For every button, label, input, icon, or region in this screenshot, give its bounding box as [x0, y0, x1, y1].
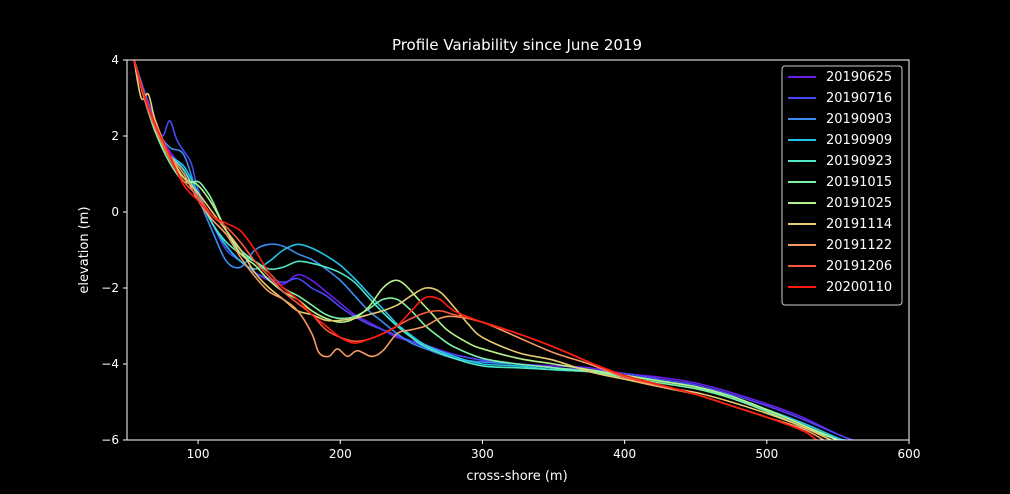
- x-tick-label: 100: [187, 447, 210, 461]
- y-axis-label: elevation (m): [77, 206, 92, 293]
- series-line-20191114: [133, 60, 832, 440]
- legend-label-20190909: 20190909: [826, 133, 892, 148]
- legend-label-20190625: 20190625: [826, 70, 892, 85]
- y-tick-label: −6: [101, 433, 119, 447]
- series-line-20200110: [133, 60, 818, 440]
- series-layer: [133, 60, 853, 440]
- y-tick-label: 0: [111, 205, 119, 219]
- x-tick-label: 400: [613, 447, 636, 461]
- series-line-20191015: [133, 60, 839, 440]
- y-axis-ticks: −6 −4 −2 0 2 4: [101, 53, 127, 447]
- y-tick-label: −4: [101, 357, 119, 371]
- y-tick-label: 4: [111, 53, 119, 67]
- legend-label-20191015: 20191015: [826, 175, 892, 190]
- chart-title: Profile Variability since June 2019: [392, 36, 642, 54]
- legend: 20190625 20190716 20190903 20190909 20190923…: [781, 65, 903, 306]
- legend-label-20191206: 20191206: [826, 259, 892, 274]
- legend-label-20191122: 20191122: [826, 238, 892, 253]
- x-axis-label: cross-shore (m): [466, 469, 567, 484]
- legend-label-20191025: 20191025: [826, 196, 892, 211]
- x-tick-label: 300: [471, 447, 494, 461]
- y-tick-label: −2: [101, 281, 119, 295]
- legend-label-20200110: 20200110: [826, 280, 892, 295]
- series-line-20190716: [133, 60, 853, 440]
- x-tick-label: 600: [898, 447, 921, 461]
- plot-frame: [126, 59, 910, 441]
- legend-label-20191114: 20191114: [826, 217, 892, 232]
- legend-label-20190716: 20190716: [826, 91, 892, 106]
- x-tick-label: 500: [755, 447, 778, 461]
- x-axis-ticks: 100 200 300 400 500 600: [187, 440, 921, 461]
- legend-label-20190923: 20190923: [826, 154, 892, 169]
- legend-label-20190903: 20190903: [826, 112, 892, 127]
- x-tick-label: 200: [329, 447, 352, 461]
- y-tick-label: 2: [111, 129, 119, 143]
